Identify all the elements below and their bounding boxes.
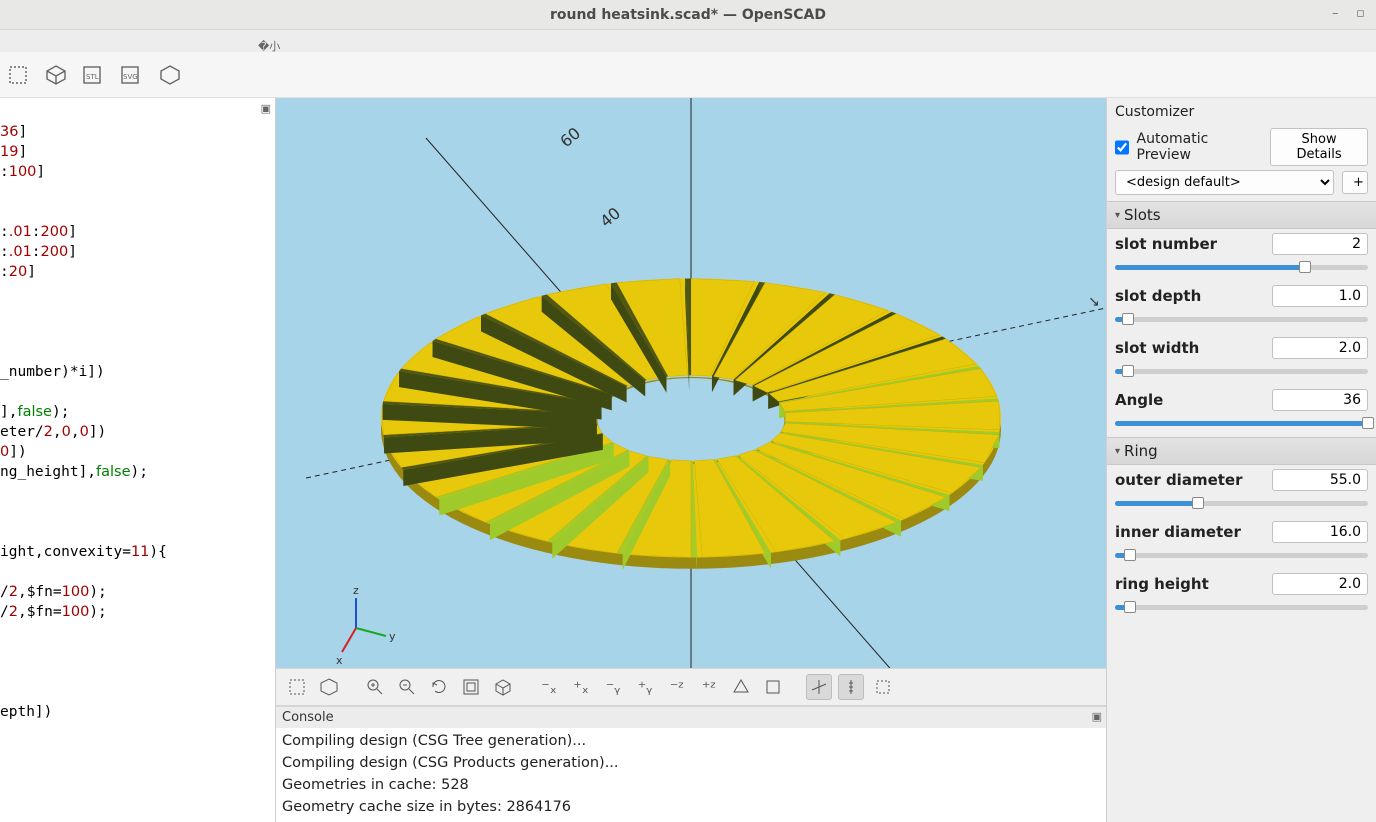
param-input[interactable] [1272,285,1368,307]
main-toolbar: STL SVG �小 [0,52,1376,98]
3d-viewport[interactable]: 60 40 40 ↘ ⟋ [276,98,1106,668]
code-text[interactable]: 36] 19] :100] :.01:200] :.01:200] :20] _… [0,98,275,722]
param-slider[interactable] [1115,363,1368,379]
preview-icon[interactable] [6,63,30,87]
export-stl-icon[interactable]: STL [82,63,106,87]
perspective-icon[interactable] [728,674,754,700]
param-input[interactable] [1272,389,1368,411]
vp-preview-icon[interactable] [284,674,310,700]
axis-neg-z-icon[interactable]: ⁻ᶻ [664,674,690,700]
render-icon[interactable] [44,63,68,87]
show-axes-icon[interactable] [806,674,832,700]
axis-tick: 40 [836,662,873,668]
menubar [0,30,1376,52]
auto-preview-label: Automatic Preview [1137,131,1255,163]
viewport-toolbar: ⁻ₓ ⁺ₓ ⁻ᵧ ⁺ᵧ ⁻ᶻ ⁺ᶻ [276,668,1106,706]
titlebar: round heatsink.scad* — OpenSCAD – ▫ [0,0,1376,30]
svg-text:x: x [336,654,343,667]
console-line: Compiling design (CSG Products generatio… [282,752,1100,774]
axis-neg-y-icon[interactable]: ⁻ᵧ [600,674,626,700]
param-slots-1: slot depth [1107,281,1376,327]
param-label: Angle [1115,391,1163,409]
axis-pos-y-icon[interactable]: ⁺ᵧ [632,674,658,700]
param-label: inner diameter [1115,523,1241,541]
minimize-button[interactable]: – [1332,6,1346,20]
orthographic-icon[interactable] [760,674,786,700]
editor-close-icon[interactable]: �小 [258,38,280,54]
param-slider[interactable] [1115,311,1368,327]
console-line: Compiling design (CSG Tree generation)..… [282,730,1100,752]
param-slider[interactable] [1115,547,1368,563]
param-slider[interactable] [1115,415,1368,431]
preset-select[interactable]: <design default> [1115,170,1334,195]
svg-text:z: z [353,584,359,597]
param-input[interactable] [1272,521,1368,543]
code-editor[interactable]: ▣ 36] 19] :100] :.01:200] :.01:200] :20]… [0,98,276,822]
param-label: outer diameter [1115,471,1243,489]
param-slots-0: slot number [1107,229,1376,275]
axis-pos-x-icon[interactable]: ⁺ₓ [568,674,594,700]
auto-preview-checkbox[interactable] [1115,140,1129,155]
show-crosshair-icon[interactable] [870,674,896,700]
param-slider[interactable] [1115,495,1368,511]
param-slots-3: Angle [1107,385,1376,431]
param-ring-2: ring height [1107,569,1376,615]
param-ring-1: inner diameter [1107,517,1376,563]
param-input[interactable] [1272,233,1368,255]
add-preset-button[interactable]: + [1342,171,1368,194]
section-ring-header[interactable]: ▾Ring [1107,437,1376,465]
param-slots-2: slot width [1107,333,1376,379]
param-slider[interactable] [1115,259,1368,275]
axis-tick: 60 [556,123,584,151]
zoom-out-icon[interactable] [394,674,420,700]
svg-text:y: y [389,630,396,643]
console-line: Geometry cache size in bytes: 2864176 [282,796,1100,818]
reset-view-icon[interactable] [426,674,452,700]
editor-pane-close-icon[interactable]: ▣ [261,102,271,115]
param-label: slot depth [1115,287,1201,305]
svg-text:SVG: SVG [123,73,138,81]
param-input[interactable] [1272,573,1368,595]
customizer-panel: Customizer Automatic Preview Show Detail… [1106,98,1376,822]
axis-tick: ↘ [1088,294,1100,310]
export-svg-icon[interactable]: SVG [120,63,144,87]
param-label: slot width [1115,339,1199,357]
console-title: Console [282,710,334,725]
console-header: Console ▣ [276,706,1106,728]
param-input[interactable] [1272,469,1368,491]
svg-text:STL: STL [86,73,99,81]
maximize-button[interactable]: ▫ [1356,6,1370,20]
console-output[interactable]: Compiling design (CSG Tree generation)..… [276,728,1106,822]
view-all-icon[interactable] [458,674,484,700]
param-ring-0: outer diameter [1107,465,1376,511]
param-label: slot number [1115,235,1217,253]
console-line: CGAL Polyhedrons in cache: 0 [282,818,1100,822]
show-details-button[interactable]: Show Details [1270,128,1368,166]
view-cube-icon[interactable] [490,674,516,700]
console-line: Geometries in cache: 528 [282,774,1100,796]
show-scale-icon[interactable] [838,674,864,700]
section-slots-header[interactable]: ▾Slots [1107,201,1376,229]
export-icon[interactable] [158,63,182,87]
param-slider[interactable] [1115,599,1368,615]
console-close-icon[interactable]: ▣ [1092,710,1102,723]
axis-tick: 40 [596,203,624,231]
zoom-in-icon[interactable] [362,674,388,700]
customizer-title: Customizer [1107,98,1376,126]
vp-render-icon[interactable] [316,674,342,700]
param-label: ring height [1115,575,1209,593]
param-input[interactable] [1272,337,1368,359]
window-title: round heatsink.scad* — OpenSCAD [550,7,826,23]
axis-neg-x-icon[interactable]: ⁻ₓ [536,674,562,700]
axis-pos-z-icon[interactable]: ⁺ᶻ [696,674,722,700]
